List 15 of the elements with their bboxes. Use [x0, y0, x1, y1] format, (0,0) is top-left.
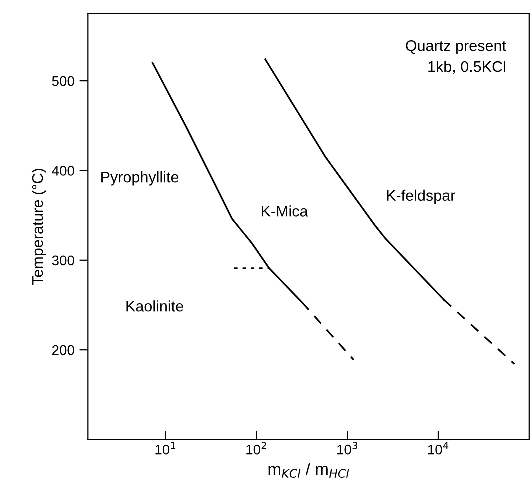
annotation: Quartz present 1kb, 0.5KCl: [406, 40, 506, 74]
annotation: Kaolinite: [126, 300, 184, 312]
y-tick-label: 500: [52, 76, 74, 86]
x-tick-label: 10$^{3}$: [338, 442, 358, 455]
y-tick-label: 400: [52, 166, 74, 176]
x-axis-title: m$_{KCl}$ / m$_{HCl}$: [268, 463, 350, 478]
annotation: K-feldspar: [387, 190, 456, 204]
y-axis-title: Temperature (°C): [32, 169, 46, 286]
x-tick-label: 10$^{1}$: [156, 442, 176, 455]
x-tick-label: 10$^{2}$: [246, 442, 266, 455]
y-tick-label: 300: [52, 256, 74, 266]
annotation: Pyrophyllite: [102, 172, 179, 186]
annotation: K-Mica: [262, 206, 308, 217]
y-tick-label: 200: [52, 345, 74, 356]
x-tick-label: 10$^{4}$: [428, 442, 449, 455]
